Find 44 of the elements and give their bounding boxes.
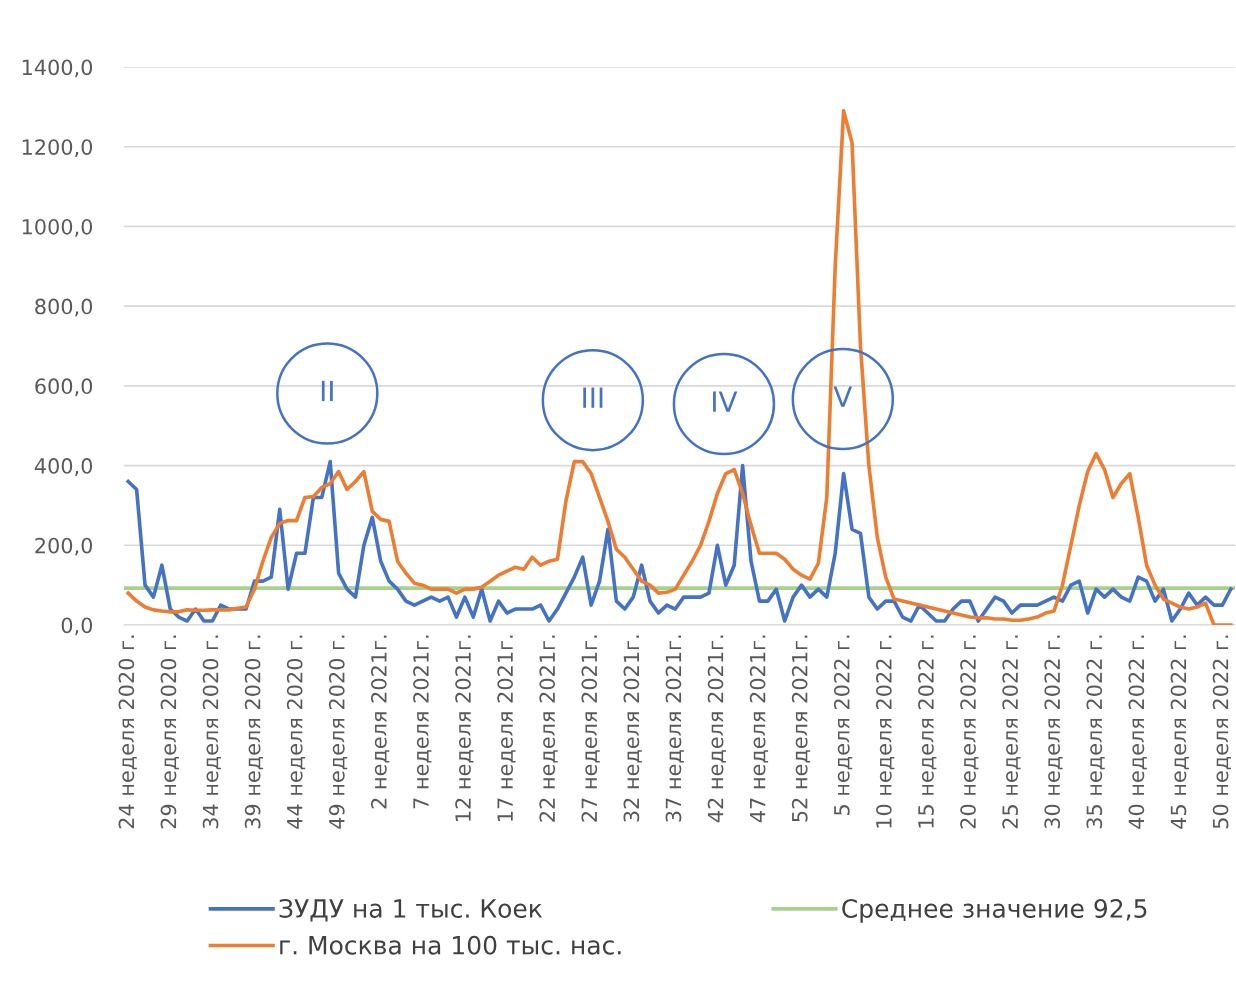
line-series bbox=[126, 459, 1233, 623]
x-tick-label: 7 неделя 2021г. bbox=[413, 635, 432, 809]
y-tick-label: 0,0 bbox=[61, 617, 93, 636]
x-tick-label: 30 неделя 2022 г. bbox=[1044, 635, 1063, 829]
x-tick-label: 42 неделя 2021г. bbox=[707, 635, 726, 823]
x-tick-label: 52 неделя 2021г. bbox=[791, 635, 811, 822]
x-tick-label: 29 неделя 2020 г. bbox=[160, 635, 179, 829]
x-tick-label: 25 неделя 2022 г. bbox=[1002, 635, 1021, 829]
y-tick-label: 800,0 bbox=[35, 298, 93, 317]
x-tick-label: 50 неделя 2022 г. bbox=[1212, 635, 1231, 829]
x-tick-label: 32 неделя 2021г. bbox=[623, 635, 642, 822]
x-tick-label: 45 неделя 2022 г. bbox=[1170, 635, 1189, 829]
legend-label: г. Москва на 100 тыс. нас. bbox=[280, 935, 621, 955]
x-tick-label: 37 неделя 2021г. bbox=[665, 635, 684, 822]
x-tick-label: 22 неделя 2021г. bbox=[539, 635, 558, 822]
y-tick-label: 600,0 bbox=[35, 378, 93, 397]
x-tick-label: 20 неделя 2022 г. bbox=[960, 635, 979, 829]
annotation: IV bbox=[713, 391, 738, 412]
legend-label: Среднее значение 92,5 bbox=[842, 899, 1147, 923]
x-tick-label: 40 неделя 2022 г. bbox=[1128, 635, 1147, 829]
x-tick-label: 27 неделя 2021г. bbox=[581, 635, 600, 822]
x-tick-label: 34 неделя 2020 г. bbox=[202, 635, 221, 829]
x-tick-label: 12 неделя 2021г. bbox=[455, 635, 474, 821]
x-tick-label: 5 неделя 2022 г. bbox=[833, 635, 853, 815]
y-tick-label: 400,0 bbox=[34, 458, 93, 476]
x-tick-label: 39 неделя 2020 г. bbox=[244, 635, 264, 829]
y-tick-label: 1200,0 bbox=[22, 139, 93, 158]
line-series bbox=[126, 109, 1233, 625]
annotation: V bbox=[833, 386, 853, 407]
x-tick-label: 35 неделя 2022 г. bbox=[1086, 635, 1105, 829]
x-tick-label: 2 неделя 2021г. bbox=[370, 635, 390, 809]
y-tick-label: 1000,0 bbox=[22, 218, 93, 237]
x-tick-label: 49 неделя 2020 г. bbox=[328, 635, 348, 829]
legend-label: ЗУДУ на 1 тыс. Коек bbox=[279, 899, 543, 922]
x-tick-label: 10 неделя 2022 г. bbox=[875, 635, 895, 828]
x-tick-label: 24 неделя 2020 г. bbox=[118, 635, 137, 829]
annotation: II bbox=[321, 380, 333, 402]
x-tick-label: 47 неделя 2021г. bbox=[749, 635, 769, 823]
x-tick-label: 15 неделя 2022 г. bbox=[918, 635, 937, 828]
x-tick-label: 44 неделя 2020 г. bbox=[286, 635, 306, 829]
y-tick-label: 1400,0 bbox=[22, 59, 93, 78]
y-tick-label: 200,0 bbox=[35, 537, 93, 556]
x-tick-label: 17 неделя 2021г. bbox=[497, 635, 516, 821]
annotation: III bbox=[583, 387, 603, 408]
